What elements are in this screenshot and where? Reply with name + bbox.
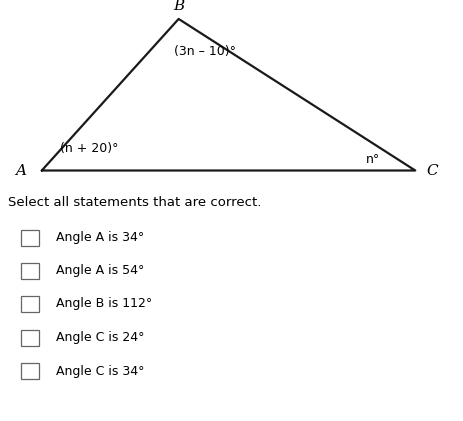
Text: Angle A is 54°: Angle A is 54° <box>56 264 144 277</box>
Text: Select all statements that are correct.: Select all statements that are correct. <box>8 197 261 209</box>
Text: n°: n° <box>365 153 379 165</box>
Text: Angle B is 112°: Angle B is 112° <box>56 298 151 310</box>
FancyBboxPatch shape <box>21 330 39 346</box>
Text: B: B <box>173 0 184 13</box>
FancyBboxPatch shape <box>21 363 39 379</box>
FancyBboxPatch shape <box>21 296 39 312</box>
Text: Angle A is 34°: Angle A is 34° <box>56 232 144 244</box>
Text: C: C <box>425 163 438 178</box>
Text: Angle C is 24°: Angle C is 24° <box>56 331 144 344</box>
Text: Angle C is 34°: Angle C is 34° <box>56 365 144 378</box>
FancyBboxPatch shape <box>21 263 39 279</box>
Text: (n + 20)°: (n + 20)° <box>60 142 119 155</box>
Text: (3n – 10)°: (3n – 10)° <box>174 45 236 58</box>
Text: A: A <box>15 163 26 178</box>
FancyBboxPatch shape <box>21 230 39 246</box>
